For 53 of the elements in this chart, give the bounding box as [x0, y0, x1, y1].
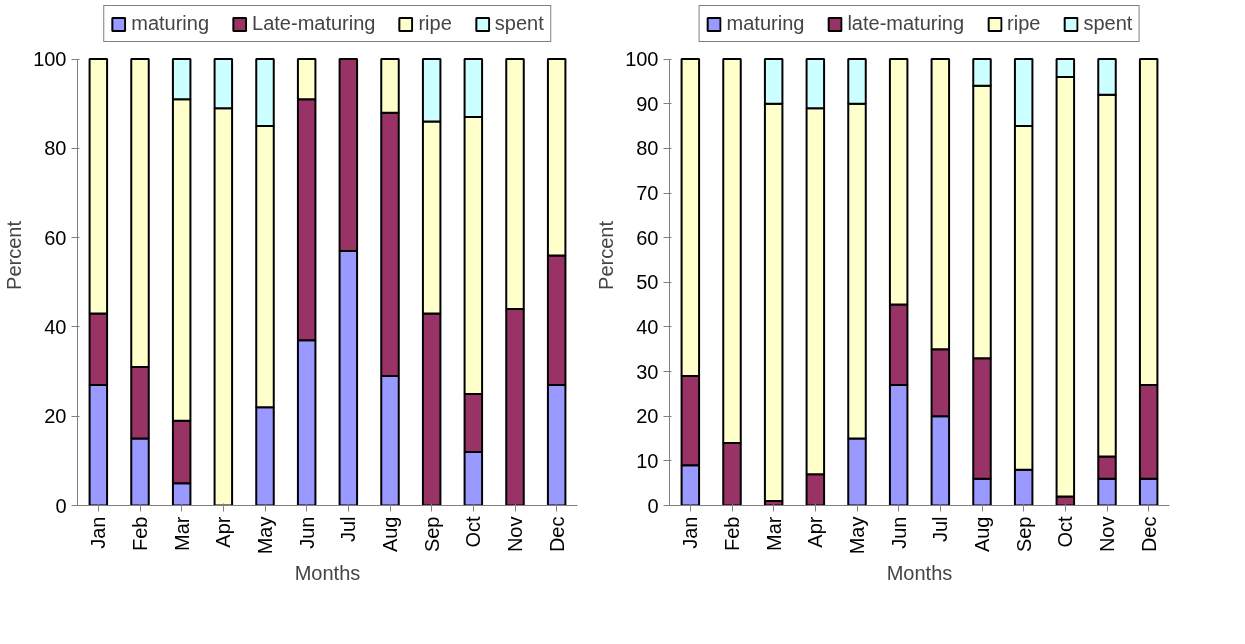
y-tick-label: 90: [636, 92, 659, 115]
x-tick-label: Apr: [804, 516, 827, 548]
x-tick-label: Sep: [420, 516, 443, 553]
x-tick-label: Jul: [337, 516, 360, 543]
y-tick-label: 60: [44, 226, 67, 249]
x-tick-label: May: [846, 516, 868, 555]
x-tick-label: Apr: [212, 516, 235, 548]
y-tick-label: 60: [636, 226, 659, 249]
y-axis-title: Percent: [3, 220, 26, 290]
x-tick-label: Feb: [721, 516, 743, 551]
legend-label: late-maturing: [847, 12, 965, 35]
y-tick-label: 40: [636, 315, 659, 338]
y-tick-label: 80: [636, 137, 659, 160]
y-tick-label: 80: [44, 137, 67, 160]
x-tick-label: Jun: [295, 516, 318, 549]
legend-label: maturing: [726, 12, 805, 35]
x-tick-label: May: [254, 516, 276, 555]
x-axis-title: Months: [886, 562, 953, 585]
y-tick-label: 50: [636, 271, 659, 294]
y-tick-label: 40: [44, 315, 67, 338]
x-tick-label: Feb: [129, 516, 151, 551]
x-tick-label: Jan: [87, 516, 110, 549]
y-tick-label: 0: [55, 494, 67, 517]
x-tick-label: Dec: [1137, 516, 1160, 553]
x-tick-label: Mar: [170, 516, 193, 551]
x-tick-label: Mar: [762, 516, 785, 551]
legend-label: ripe: [418, 12, 452, 35]
x-tick-label: Dec: [545, 516, 568, 553]
x-tick-label: Aug: [971, 516, 993, 553]
x-tick-label: Jan: [679, 516, 702, 549]
legend-label: Late-maturing: [252, 12, 376, 35]
y-tick-label: 20: [636, 405, 659, 428]
legend-label: maturing: [131, 12, 210, 35]
y-tick-label: 100: [33, 48, 67, 71]
x-tick-label: Aug: [379, 516, 401, 553]
y-tick-label: 10: [636, 449, 659, 472]
legend-label: spent: [1083, 12, 1133, 35]
legend-label: ripe: [1007, 12, 1041, 35]
legend-label: spent: [494, 12, 544, 35]
x-tick-label: Nov: [1096, 516, 1118, 553]
y-tick-label: 0: [647, 494, 659, 517]
x-axis-title: Months: [294, 562, 361, 585]
x-tick-label: Jun: [887, 516, 910, 549]
y-tick-label: 30: [636, 360, 659, 383]
x-tick-label: Oct: [1054, 516, 1077, 548]
x-tick-label: Oct: [462, 516, 485, 548]
x-tick-label: Jul: [929, 516, 952, 543]
x-tick-label: Nov: [504, 516, 526, 553]
y-tick-label: 70: [636, 182, 659, 204]
x-tick-label: Sep: [1012, 516, 1035, 553]
y-axis-title: Percent: [595, 220, 618, 290]
y-tick-label: 100: [625, 48, 659, 71]
y-tick-label: 20: [44, 405, 67, 428]
